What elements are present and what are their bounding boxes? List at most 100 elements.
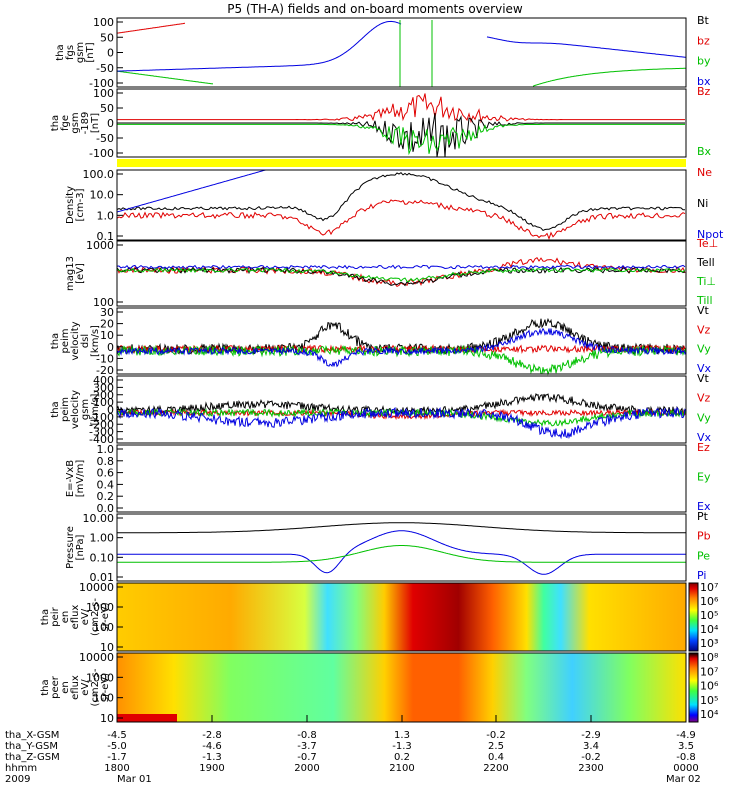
- panel-frame-1: [116, 17, 687, 88]
- ylabel-line: eV/: [80, 679, 91, 696]
- ytick-label: 100: [93, 692, 114, 705]
- xaxis-value: 2000: [294, 763, 319, 774]
- ytick-label: 100: [93, 621, 114, 634]
- ylabel-line: en: [60, 681, 71, 694]
- ylabel-line: en: [60, 611, 71, 624]
- ylabel-line: [cm-3]: [75, 188, 86, 221]
- panel-frame-9: [116, 582, 687, 652]
- legend-Ex: Ex: [697, 500, 711, 513]
- series-bz: [116, 22, 186, 34]
- legend-Pb: Pb: [697, 530, 711, 543]
- ytick-label: 0.0: [97, 502, 115, 515]
- xaxis-value: 2200: [483, 763, 508, 774]
- ylabel-line: fgs: [65, 45, 76, 60]
- ytick-label: -10: [96, 352, 114, 365]
- ytick-label: -300: [89, 426, 114, 439]
- ytick-label: -400: [89, 433, 114, 446]
- xaxis-value: 3.4: [583, 741, 599, 752]
- legend-Bz: Bz: [697, 85, 711, 98]
- ytick-label: 30: [100, 306, 114, 319]
- xaxis-value: -0.7: [297, 752, 317, 763]
- xaxis-value: 0.2: [394, 752, 410, 763]
- series-Vx-gsm: [116, 406, 687, 440]
- panel-frame-4: [116, 240, 687, 307]
- ytick-label: 1000: [86, 671, 114, 684]
- ion-spectrogram: [117, 583, 686, 651]
- ylabel-line: tha: [50, 333, 61, 349]
- series-Ni: [116, 172, 686, 232]
- ytick-label: 200: [93, 389, 114, 402]
- xaxis-value: -2.9: [581, 730, 601, 741]
- xaxis-value: 0.4: [488, 752, 504, 763]
- legend-Ti⊥: Ti⊥: [696, 275, 716, 288]
- colorbar-tick: 10⁶: [700, 595, 719, 608]
- ytick-label: 0.8: [97, 455, 115, 468]
- ylabel-line: E=-VxB: [65, 460, 76, 497]
- colorbar-tick: 10⁷: [700, 581, 718, 594]
- series-Bx: [117, 123, 685, 156]
- ytick-label: 0.10: [90, 551, 115, 564]
- legend-Ez: Ez: [697, 441, 710, 454]
- ylabel-line: velocity: [70, 390, 81, 429]
- colorbar-tick: 10⁷: [700, 665, 718, 678]
- ylabel-line: [nT]: [90, 113, 101, 133]
- ylabel-line: eflux: [70, 605, 81, 630]
- series-Ne: [116, 199, 686, 241]
- ylabel-line: [nT]: [85, 42, 96, 62]
- ytick-label: 10.0: [90, 189, 115, 202]
- legend-Ni: Ni: [697, 197, 708, 210]
- xaxis-value: -2.8: [202, 730, 222, 741]
- ytick-label: 0.6: [97, 467, 115, 480]
- xaxis-value: Mar 02: [666, 774, 701, 785]
- series-Ti-perp: [116, 264, 686, 270]
- ylabel-line: sr-eV): [100, 673, 111, 702]
- legend-Te⊥: Te⊥: [696, 237, 718, 250]
- ylabel-line: peim: [60, 328, 71, 353]
- ytick-label: 0.1: [97, 230, 115, 243]
- ytick-label: 100: [93, 87, 114, 100]
- ytick-label: 0: [107, 404, 114, 417]
- ytick-label: -100: [89, 77, 114, 90]
- xaxis-row-label: tha_Z-GSM: [5, 752, 60, 763]
- ylabel-line: Density: [65, 186, 76, 224]
- xaxis-value: -0.8: [297, 730, 317, 741]
- panel-frame-3: [116, 169, 687, 241]
- ytick-label: 0.4: [97, 478, 115, 491]
- ytick-label: 50: [100, 31, 114, 44]
- ytick-label: 10: [100, 641, 114, 654]
- ytick-label: 10000: [79, 651, 114, 664]
- legend-Bx: Bx: [697, 145, 712, 158]
- colorbar-tick: 10⁶: [700, 680, 719, 693]
- electron-low-energy-band: [117, 714, 177, 722]
- xaxis-value: -4.5: [107, 730, 127, 741]
- ylabel-line: gsm: [80, 399, 91, 420]
- xaxis-value: Mar 01: [117, 774, 152, 785]
- ylabel-line: Pressure: [65, 526, 76, 569]
- xaxis-value: 2300: [578, 763, 603, 774]
- ytick-label: -20: [96, 364, 114, 377]
- electron-spectrogram: [117, 653, 686, 722]
- ytick-label: 0: [107, 47, 114, 60]
- series-Vy-gsm: [116, 407, 687, 428]
- ylabel-line: (cm2-s-: [90, 598, 101, 636]
- xaxis-value: -1.3: [202, 752, 222, 763]
- ylabel-line: [nPa]: [75, 534, 86, 560]
- ytick-label: 100.0: [83, 168, 115, 181]
- legend-Vx: Vx: [697, 362, 712, 375]
- ytick-label: 400: [93, 374, 114, 387]
- xaxis-row-label: tha_Y-GSM: [5, 741, 58, 752]
- ylabel-line: tha: [50, 115, 61, 131]
- legend-Pi: Pi: [697, 569, 706, 582]
- legend-Vx: Vx: [697, 431, 712, 444]
- ytick-label: 10: [100, 329, 114, 342]
- xaxis-value: 2.5: [488, 741, 504, 752]
- ytick-label: -100: [89, 411, 114, 424]
- colorbar-tick: 10⁸: [700, 651, 719, 664]
- series-bx: [486, 36, 687, 58]
- ylabel-line: peer: [50, 675, 61, 699]
- panel-frame-8: [116, 513, 687, 582]
- ytick-label: 100: [93, 16, 114, 29]
- ytick-label: 0.01: [90, 571, 115, 584]
- ylabel-line: eV/: [80, 608, 91, 625]
- xaxis-value: -3.7: [297, 741, 317, 752]
